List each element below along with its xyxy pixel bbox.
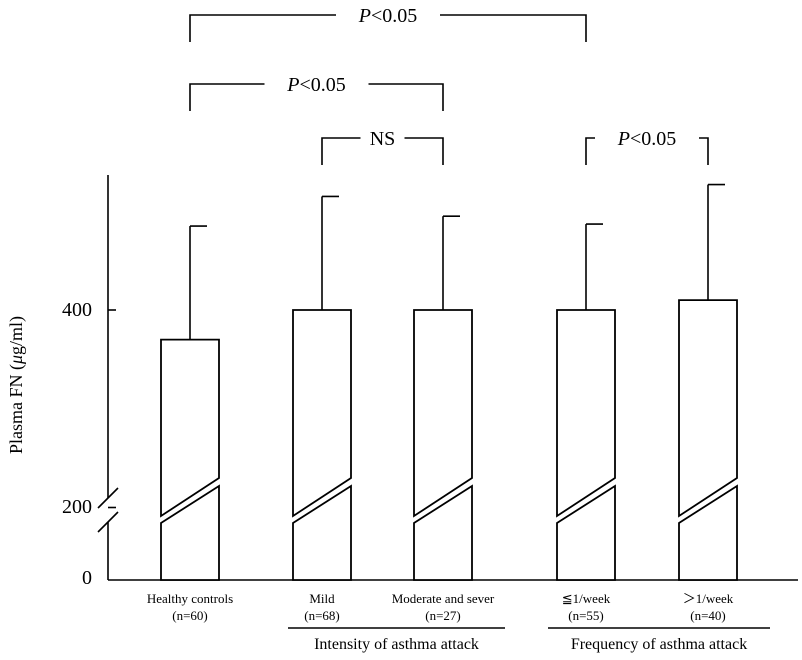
- significance-bracket: [189, 83, 444, 111]
- bar-lower: [292, 484, 352, 581]
- y-axis-break-mark: [97, 511, 119, 533]
- y-axis-label: Plasma FN (μg/ml): [6, 316, 27, 454]
- significance-label: P<0.05: [286, 74, 346, 96]
- bar-upper: [556, 309, 616, 518]
- bar-lower: [556, 484, 616, 581]
- bar-lower: [413, 484, 473, 581]
- x-tick-label-n: (n=55): [568, 608, 604, 623]
- x-tick-label-n: (n=27): [425, 608, 461, 623]
- bar-upper: [413, 309, 473, 518]
- x-tick-label-n: (n=40): [690, 608, 726, 623]
- x-tick-label: Healthy controls: [147, 591, 233, 606]
- significance-bracket: [189, 14, 587, 42]
- x-tick-label-n: (n=60): [172, 608, 208, 623]
- y-tick-label-400: 400: [62, 299, 92, 321]
- x-tick-label: Mild: [309, 591, 335, 606]
- group-label: Frequency of asthma attack: [571, 636, 747, 653]
- bar-upper: [292, 309, 352, 518]
- significance-label: NS: [370, 128, 396, 150]
- significance-bracket: [585, 137, 709, 165]
- bar-upper: [160, 338, 220, 518]
- y-axis-break-mark: [97, 487, 119, 509]
- significance-label: P<0.05: [358, 5, 418, 27]
- significance-label: P<0.05: [617, 128, 677, 150]
- x-tick-label: ＞1/week: [683, 591, 734, 606]
- bar-lower: [678, 484, 738, 581]
- significance-bracket: [321, 137, 444, 165]
- chart-marks: Healthy controls (n=60) Mild (n=68) Moderate…: [97, 5, 798, 653]
- x-tick-label: Moderate and sever: [392, 591, 495, 606]
- y-tick-label-0: 0: [82, 567, 92, 589]
- group-label: Intensity of asthma attack: [314, 636, 479, 653]
- bar-upper: [678, 299, 738, 518]
- y-tick-label-200: 200: [62, 496, 92, 518]
- x-tick-label: ≦1/week: [562, 591, 611, 606]
- bar-lower: [160, 484, 220, 581]
- x-tick-label-n: (n=68): [304, 608, 340, 623]
